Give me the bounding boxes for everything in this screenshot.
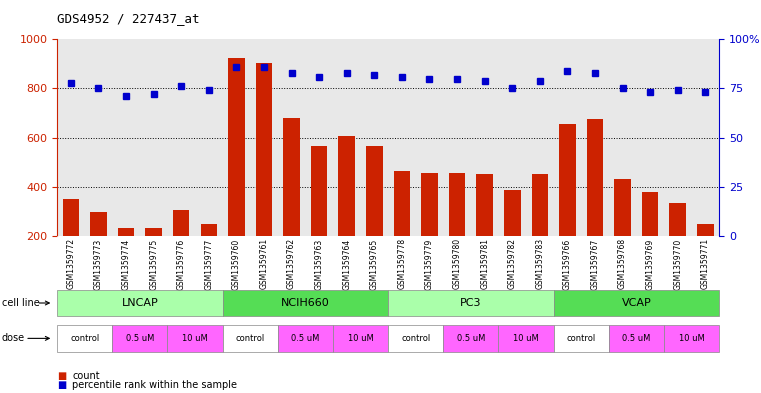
Bar bbox=[476, 174, 493, 285]
Bar bbox=[587, 119, 603, 285]
Text: control: control bbox=[70, 334, 99, 343]
Text: GSM1359774: GSM1359774 bbox=[122, 238, 131, 290]
Text: 10 uM: 10 uM bbox=[348, 334, 374, 343]
Text: GSM1359760: GSM1359760 bbox=[232, 238, 241, 290]
Text: GSM1359776: GSM1359776 bbox=[177, 238, 186, 290]
Text: GSM1359780: GSM1359780 bbox=[453, 238, 462, 290]
Bar bbox=[339, 136, 355, 285]
Text: GSM1359766: GSM1359766 bbox=[563, 238, 572, 290]
Text: GSM1359777: GSM1359777 bbox=[204, 238, 213, 290]
Text: GSM1359767: GSM1359767 bbox=[591, 238, 600, 290]
Bar bbox=[393, 171, 410, 285]
Bar bbox=[697, 224, 714, 285]
Text: GSM1359783: GSM1359783 bbox=[535, 238, 544, 290]
Text: GSM1359768: GSM1359768 bbox=[618, 238, 627, 290]
Bar bbox=[642, 191, 658, 285]
Text: GSM1359764: GSM1359764 bbox=[342, 238, 352, 290]
Bar bbox=[200, 224, 217, 285]
Text: PC3: PC3 bbox=[460, 298, 482, 308]
Text: GSM1359771: GSM1359771 bbox=[701, 238, 710, 290]
Text: control: control bbox=[236, 334, 265, 343]
Bar bbox=[366, 146, 383, 285]
Text: GSM1359762: GSM1359762 bbox=[287, 238, 296, 290]
Text: 10 uM: 10 uM bbox=[182, 334, 208, 343]
Text: ■: ■ bbox=[57, 371, 66, 382]
Text: GSM1359761: GSM1359761 bbox=[260, 238, 269, 290]
Text: GSM1359772: GSM1359772 bbox=[66, 238, 75, 290]
Text: ■: ■ bbox=[57, 380, 66, 390]
Text: 10 uM: 10 uM bbox=[679, 334, 705, 343]
Text: 0.5 uM: 0.5 uM bbox=[457, 334, 485, 343]
Text: LNCAP: LNCAP bbox=[122, 298, 158, 308]
Bar bbox=[173, 210, 189, 285]
Text: 0.5 uM: 0.5 uM bbox=[126, 334, 154, 343]
Text: GSM1359782: GSM1359782 bbox=[508, 238, 517, 289]
Text: count: count bbox=[72, 371, 100, 382]
Bar bbox=[531, 174, 548, 285]
Bar bbox=[614, 179, 631, 285]
Bar bbox=[421, 173, 438, 285]
Text: GSM1359773: GSM1359773 bbox=[94, 238, 103, 290]
Text: GSM1359765: GSM1359765 bbox=[370, 238, 379, 290]
Text: GSM1359775: GSM1359775 bbox=[149, 238, 158, 290]
Text: 10 uM: 10 uM bbox=[513, 334, 539, 343]
Bar bbox=[228, 58, 244, 285]
Text: 0.5 uM: 0.5 uM bbox=[291, 334, 320, 343]
Bar bbox=[145, 228, 162, 285]
Text: VCAP: VCAP bbox=[622, 298, 651, 308]
Text: 0.5 uM: 0.5 uM bbox=[622, 334, 651, 343]
Text: GSM1359778: GSM1359778 bbox=[397, 238, 406, 290]
Bar bbox=[310, 146, 327, 285]
Bar bbox=[449, 173, 465, 285]
Text: dose: dose bbox=[2, 333, 24, 343]
Text: percentile rank within the sample: percentile rank within the sample bbox=[72, 380, 237, 390]
Text: GSM1359769: GSM1359769 bbox=[645, 238, 654, 290]
Text: GDS4952 / 227437_at: GDS4952 / 227437_at bbox=[57, 12, 199, 25]
Text: cell line: cell line bbox=[2, 298, 40, 308]
Bar bbox=[559, 124, 575, 285]
Bar bbox=[283, 118, 300, 285]
Text: GSM1359763: GSM1359763 bbox=[314, 238, 323, 290]
Bar bbox=[504, 190, 521, 285]
Text: NCIH660: NCIH660 bbox=[281, 298, 330, 308]
Bar bbox=[90, 213, 107, 285]
Text: GSM1359781: GSM1359781 bbox=[480, 238, 489, 289]
Text: GSM1359779: GSM1359779 bbox=[425, 238, 434, 290]
Text: control: control bbox=[401, 334, 430, 343]
Bar bbox=[62, 199, 79, 285]
Bar bbox=[256, 62, 272, 285]
Bar bbox=[670, 203, 686, 285]
Bar bbox=[118, 228, 134, 285]
Text: control: control bbox=[567, 334, 596, 343]
Text: GSM1359770: GSM1359770 bbox=[673, 238, 683, 290]
